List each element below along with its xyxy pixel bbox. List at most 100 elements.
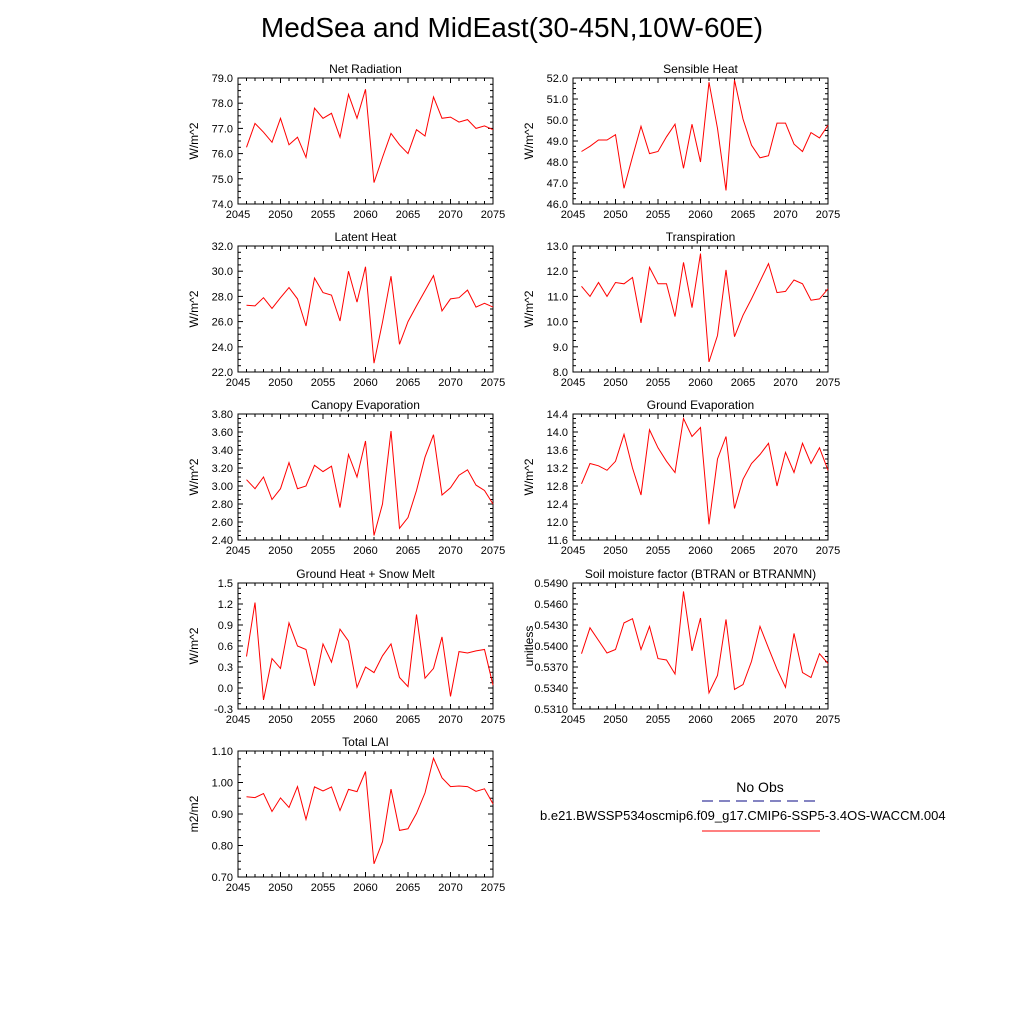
x-tick-label: 2045	[561, 377, 585, 389]
y-axis-label: m2/m2	[187, 795, 201, 832]
x-tick-label: 2060	[688, 209, 712, 221]
panel-total-lai: Total LAI m2/m2 2045 2050 2055 2060 2065 2070 20…	[187, 735, 505, 894]
panel-ground-heat-snow-melt: Ground Heat + Snow Melt W/m^2 2045 2050 2055…	[187, 567, 505, 726]
series-line	[246, 602, 494, 701]
x-tick-label: 2065	[396, 714, 420, 726]
x-tick-label: 2075	[481, 882, 505, 894]
x-tick-label: 2055	[646, 714, 670, 726]
page-title: MedSea and MidEast(30-45N,10W-60E)	[260, 12, 764, 43]
x-tick-label: 2050	[268, 209, 292, 221]
y-tick-label: -0.3	[214, 704, 233, 716]
panel-title: Transpiration	[666, 230, 736, 244]
y-tick-label: 0.90	[212, 809, 233, 821]
x-tick-label: 2075	[816, 377, 840, 389]
x-tick-label: 2050	[268, 545, 292, 557]
y-tick-label: 1.2	[218, 599, 233, 611]
x-tick-label: 2050	[603, 714, 627, 726]
y-tick-label: 78.0	[212, 98, 233, 110]
y-tick-label: 75.0	[212, 174, 233, 186]
y-tick-label: 0.5490	[534, 578, 568, 590]
series-line	[581, 591, 829, 695]
y-tick-label: 51.0	[547, 94, 568, 106]
y-tick-label: 1.5	[218, 578, 233, 590]
x-tick-label: 2065	[731, 545, 755, 557]
y-tick-label: 0.70	[212, 872, 233, 884]
x-tick-label: 2065	[396, 545, 420, 557]
y-tick-label: 14.4	[547, 409, 568, 421]
y-tick-label: 0.9	[218, 620, 233, 632]
x-tick-label: 2060	[353, 209, 377, 221]
x-tick-label: 2055	[311, 545, 335, 557]
panel-ground-evaporation: Ground Evaporation W/m^2 2045 2050 2055 2060 2…	[522, 398, 840, 557]
x-tick-label: 2060	[353, 714, 377, 726]
x-tick-label: 2065	[731, 377, 755, 389]
x-tick-label: 2070	[438, 209, 462, 221]
y-tick-label: 49.0	[547, 136, 568, 148]
y-axis-label: W/m^2	[522, 122, 536, 159]
y-tick-label: 0.5400	[534, 641, 568, 653]
y-tick-label: 1.10	[212, 746, 233, 758]
x-tick-label: 2045	[226, 714, 250, 726]
y-tick-label: 14.0	[547, 427, 568, 439]
x-tick-label: 2050	[268, 377, 292, 389]
y-tick-label: 9.0	[553, 342, 568, 354]
x-tick-label: 2050	[603, 209, 627, 221]
x-tick-label: 2075	[816, 209, 840, 221]
x-tick-label: 2060	[353, 882, 377, 894]
panel-title: Ground Evaporation	[647, 398, 754, 412]
x-tick-label: 2055	[311, 714, 335, 726]
x-tick-label: 2050	[268, 714, 292, 726]
x-tick-label: 2070	[438, 545, 462, 557]
x-tick-label: 2045	[561, 714, 585, 726]
series-line	[246, 266, 494, 364]
y-tick-label: 12.0	[547, 266, 568, 278]
x-tick-label: 2045	[226, 882, 250, 894]
panel-title: Net Radiation	[329, 62, 402, 76]
panel-title: Sensible Heat	[663, 62, 738, 76]
y-tick-label: 0.5310	[534, 704, 568, 716]
x-tick-label: 2060	[688, 714, 712, 726]
y-tick-label: 48.0	[547, 157, 568, 169]
x-tick-label: 2075	[816, 545, 840, 557]
x-tick-label: 2060	[688, 377, 712, 389]
y-axis-label: unitless	[522, 626, 536, 667]
x-tick-label: 2070	[438, 377, 462, 389]
x-tick-label: 2060	[353, 377, 377, 389]
y-tick-label: 3.60	[212, 427, 233, 439]
y-tick-label: 52.0	[547, 73, 568, 85]
x-tick-label: 2075	[816, 714, 840, 726]
panel-sensible-heat: Sensible Heat W/m^2 2045 2050 2055 2060 2065 20…	[522, 62, 840, 221]
series-line	[246, 431, 494, 536]
y-tick-label: 0.5460	[534, 599, 568, 611]
y-tick-label: 1.00	[212, 778, 233, 790]
y-tick-label: 12.4	[547, 499, 568, 511]
x-tick-label: 2075	[481, 377, 505, 389]
x-tick-label: 2055	[646, 209, 670, 221]
legend-obs-label: No Obs	[736, 779, 784, 795]
y-tick-label: 47.0	[547, 178, 568, 190]
x-tick-label: 2050	[603, 545, 627, 557]
y-tick-label: 32.0	[212, 241, 233, 253]
x-tick-label: 2055	[646, 377, 670, 389]
series-line	[246, 756, 494, 864]
panel-title: Total LAI	[342, 735, 389, 749]
y-tick-label: 3.00	[212, 481, 233, 493]
panel-title: Canopy Evaporation	[311, 398, 420, 412]
x-tick-label: 2045	[561, 209, 585, 221]
y-tick-label: 11.6	[547, 535, 568, 547]
x-tick-label: 2075	[481, 714, 505, 726]
x-tick-label: 2075	[481, 209, 505, 221]
y-tick-label: 28.0	[212, 291, 233, 303]
x-tick-label: 2075	[481, 545, 505, 557]
series-line	[581, 253, 829, 363]
y-tick-label: 3.80	[212, 409, 233, 421]
x-tick-label: 2045	[226, 209, 250, 221]
y-tick-label: 8.0	[553, 367, 568, 379]
x-tick-label: 2045	[561, 545, 585, 557]
x-tick-label: 2070	[773, 714, 797, 726]
x-tick-label: 2055	[311, 209, 335, 221]
panel-title: Soil moisture factor (BTRAN or BTRANMN)	[585, 567, 816, 581]
y-tick-label: 22.0	[212, 367, 233, 379]
